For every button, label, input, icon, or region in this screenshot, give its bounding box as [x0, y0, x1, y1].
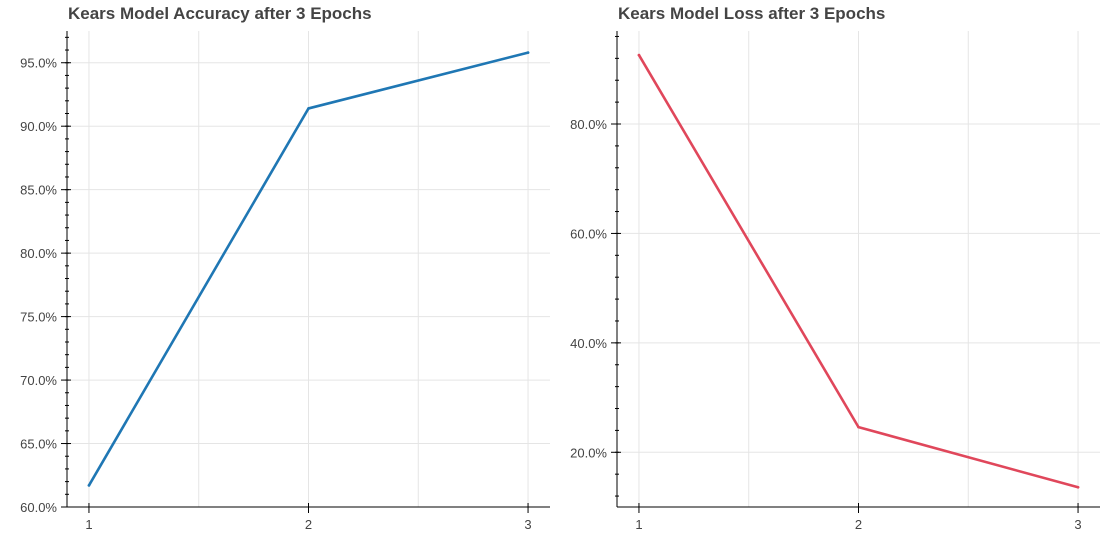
accuracy-chart-title: Kears Model Accuracy after 3 Epochs	[68, 4, 372, 23]
accuracy-y-tick-label: 75.0%	[20, 310, 57, 325]
loss-chart-title: Kears Model Loss after 3 Epochs	[618, 4, 886, 23]
loss-y-tick-label: 40.0%	[570, 336, 607, 351]
loss-chart-panel: Kears Model Loss after 3 Epochs 20.0% 40.…	[550, 0, 1119, 546]
accuracy-chart-panel: Kears Model Accuracy after 3 Epochs 60.0…	[20, 4, 550, 532]
accuracy-data-point	[526, 51, 530, 54]
accuracy-x-tick-label: 3	[524, 517, 531, 532]
loss-data-point	[1076, 486, 1080, 489]
loss-y-tick-label: 20.0%	[570, 445, 607, 460]
loss-data-point	[857, 425, 860, 429]
accuracy-y-tick-label: 85.0%	[20, 183, 57, 198]
accuracy-y-tick-label: 60.0%	[20, 500, 57, 515]
loss-x-tick-label: 3	[1074, 517, 1081, 532]
accuracy-data-point	[307, 107, 310, 110]
loss-y-tick-label: 60.0%	[570, 226, 607, 241]
accuracy-y-tick-label: 70.0%	[20, 373, 57, 388]
accuracy-y-tick-label: 80.0%	[20, 246, 57, 261]
accuracy-chart: 60.0% 65.0% 70.0% 75.0% 80.0% 85.0% 90.0% 95.0%…	[20, 31, 550, 532]
accuracy-x-tick-label: 1	[85, 517, 92, 532]
loss-data-point	[637, 53, 641, 57]
loss-chart: 20.0% 40.0% 60.0% 80.0% 1 2 3	[570, 31, 1100, 532]
loss-y-tick-label: 80.0%	[570, 117, 607, 132]
accuracy-data-point	[87, 484, 91, 487]
loss-x-tick-label: 2	[855, 517, 862, 532]
accuracy-y-tick-label: 95.0%	[20, 56, 57, 71]
accuracy-y-tick-label: 65.0%	[20, 437, 57, 452]
loss-x-tick-label: 1	[635, 517, 642, 532]
accuracy-y-tick-label: 90.0%	[20, 119, 57, 134]
accuracy-x-tick-label: 2	[305, 517, 312, 532]
